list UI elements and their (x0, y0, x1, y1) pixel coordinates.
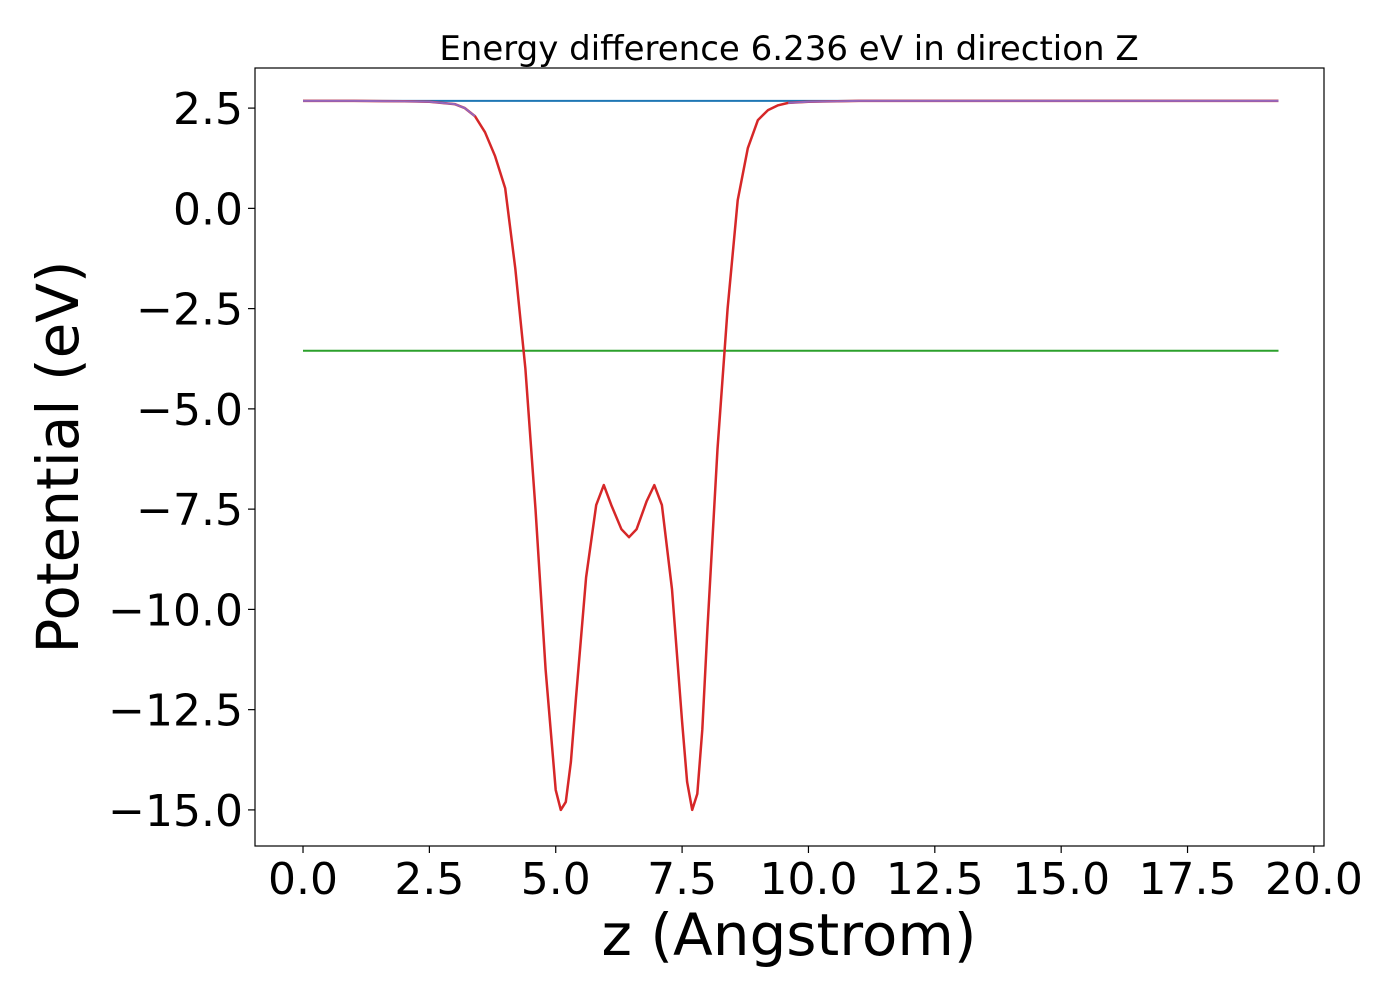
y-tick-label: −10.0 (108, 585, 243, 636)
chart-title: Energy difference 6.236 eV in direction … (439, 29, 1138, 69)
x-tick-label: 7.5 (647, 854, 717, 905)
x-tick-label: 15.0 (1012, 854, 1110, 905)
y-tick-label: −12.5 (108, 686, 243, 737)
x-tick-label: 2.5 (394, 854, 464, 905)
x-tick-label: 5.0 (521, 854, 591, 905)
series-line-3 (303, 99, 1279, 812)
plot-frame (254, 67, 1325, 847)
plot-area (303, 99, 1279, 812)
y-tick-label: −5.0 (136, 385, 243, 436)
x-tick-label: 20.0 (1265, 854, 1363, 905)
x-tick-label: 0.0 (268, 854, 338, 905)
x-axis: 0.0 2.5 5.0 7.5 10.0 12.5 15.0 17.5 20.0 (268, 846, 1363, 905)
y-axis: 2.5 0.0 −2.5 −5.0 −7.5 −10.0 −12.5 −15.0 (108, 84, 255, 837)
y-axis-label: Potential (eV) (24, 260, 92, 653)
y-tick-label: 0.0 (173, 184, 243, 235)
series-line-4-seg-1 (303, 99, 476, 117)
y-tick-label: −2.5 (136, 285, 243, 336)
series-line-4-seg-2 (788, 99, 1279, 104)
x-tick-label: 12.5 (886, 854, 984, 905)
y-tick-label: 2.5 (173, 84, 243, 135)
y-tick-label: −15.0 (108, 786, 243, 837)
x-axis-label: z (Angstrom) (602, 901, 977, 969)
y-tick-label: −7.5 (136, 485, 243, 536)
x-tick-label: 10.0 (759, 854, 857, 905)
x-tick-label: 17.5 (1139, 854, 1237, 905)
